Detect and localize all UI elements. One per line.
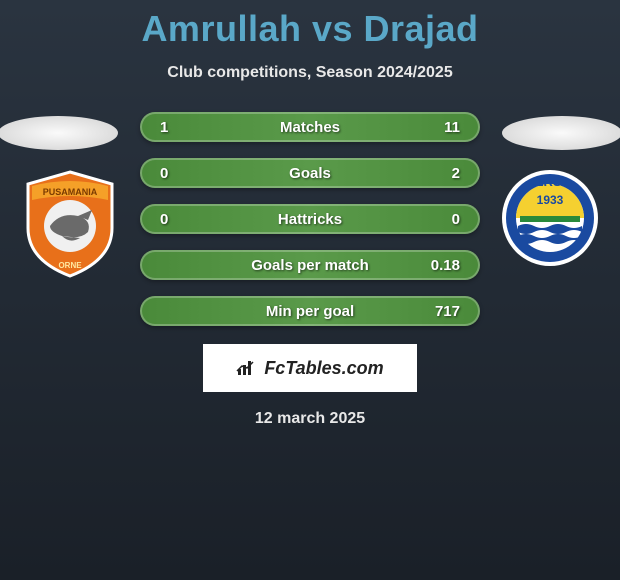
stat-label: Min per goal: [266, 303, 354, 320]
stat-row-matches: 1 Matches 11: [140, 112, 480, 142]
stat-right-value: 2: [452, 165, 460, 182]
club-badge-icon: ERSI 1933: [500, 168, 600, 268]
stat-right-value: 717: [435, 303, 460, 320]
stat-row-goals: 0 Goals 2: [140, 158, 480, 188]
stat-row-gpm: Goals per match 0.18: [140, 250, 480, 280]
stat-row-hattricks: 0 Hattricks 0: [140, 204, 480, 234]
stat-label: Matches: [280, 119, 340, 136]
stat-left-value: 1: [160, 119, 168, 136]
stat-left-value: 0: [160, 211, 168, 228]
stat-label: Goals per match: [251, 257, 369, 274]
branding-text: FcTables.com: [264, 358, 383, 379]
date-text: 12 march 2025: [0, 410, 620, 428]
arc-text: ERSI: [535, 174, 565, 189]
stat-right-value: 0.18: [431, 257, 460, 274]
player-right-marker: [502, 116, 620, 150]
stat-right-value: 11: [444, 119, 460, 136]
stat-left-value: 0: [160, 165, 168, 182]
stat-row-mpg: Min per goal 717: [140, 296, 480, 326]
branding-badge: FcTables.com: [203, 344, 417, 392]
team-logo-left: PUSAMANIA ORNE: [20, 168, 120, 278]
bar-chart-icon: [236, 359, 258, 377]
stat-label: Goals: [289, 165, 331, 182]
year-text: 1933: [537, 193, 564, 207]
subtitle: Club competitions, Season 2024/2025: [0, 64, 620, 82]
page-title: Amrullah vs Drajad: [0, 0, 620, 50]
shield-icon: PUSAMANIA ORNE: [20, 168, 120, 278]
stat-label: Hattricks: [278, 211, 342, 228]
stat-right-value: 0: [452, 211, 460, 228]
player-left-marker: [0, 116, 118, 150]
banner-text: PUSAMANIA: [43, 187, 98, 197]
stat-rows: 1 Matches 11 0 Goals 2 0 Hattricks 0 Goa…: [140, 112, 480, 326]
team-logo-right: ERSI 1933: [500, 168, 600, 278]
svg-text:ORNE: ORNE: [58, 261, 82, 270]
comparison-area: PUSAMANIA ORNE ERSI 1933 1 Matches 11 0 …: [0, 112, 620, 428]
